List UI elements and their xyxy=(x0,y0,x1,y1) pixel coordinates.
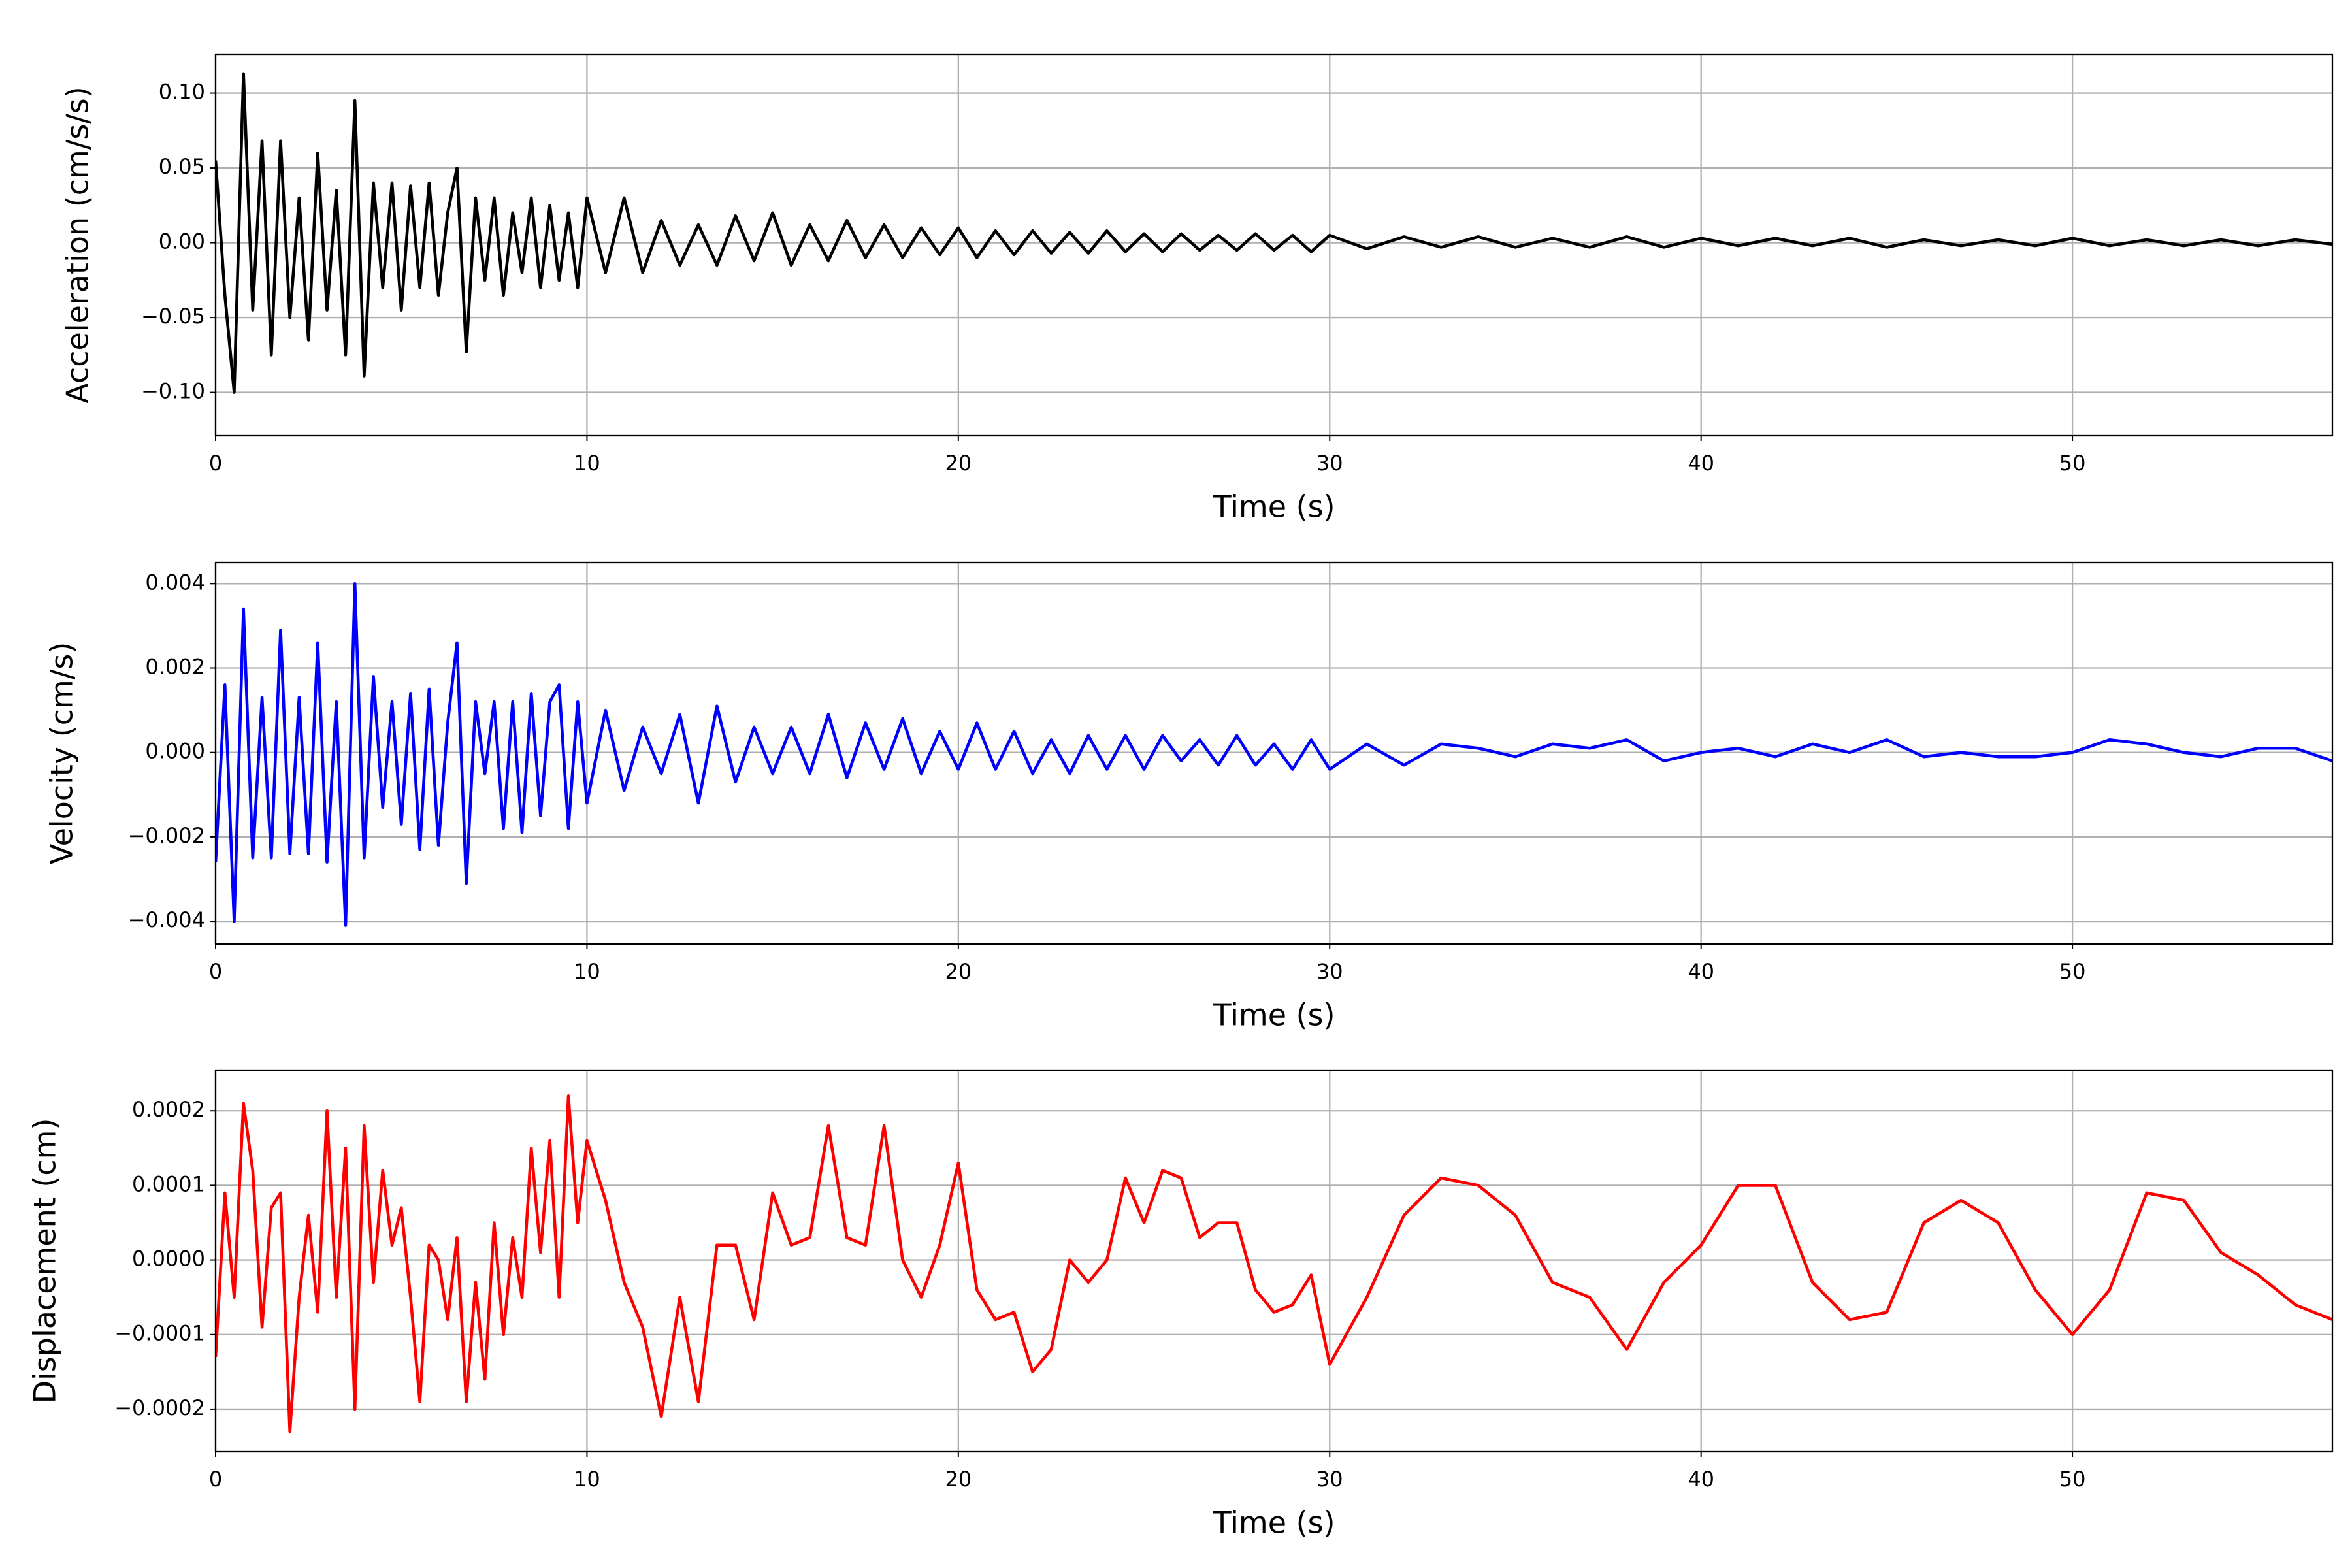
axes-frame xyxy=(216,563,2332,944)
y-tick-label: −0.05 xyxy=(141,304,205,329)
y-tick-label: 0.0001 xyxy=(132,1171,205,1196)
x-tick-label: 40 xyxy=(1688,959,1714,984)
data-line xyxy=(216,1096,2332,1431)
x-tick-label: 40 xyxy=(1688,451,1714,476)
x-tick-label: 30 xyxy=(1316,959,1343,984)
x-tick-label: 50 xyxy=(2059,451,2086,476)
y-tick-label: −0.002 xyxy=(128,823,205,848)
axis-label: Time (s) xyxy=(1212,998,1335,1033)
subplot: 0 10 20 30 40 50 −0.0002 −0.0001 0.0000 0.0001 0.0… xyxy=(27,1070,2333,1541)
x-tick-label: 20 xyxy=(945,1467,972,1492)
x-tick-label: 0 xyxy=(209,959,222,984)
x-tick-label: 10 xyxy=(574,1467,600,1492)
plot-area xyxy=(216,583,2332,925)
x-tick-label: 40 xyxy=(1688,1467,1714,1492)
subplot: 0 10 20 30 40 50 −0.10 −0.05 0.00 0.05 0.10 Time (s… xyxy=(60,54,2333,525)
y-tick-label: −0.0001 xyxy=(114,1321,205,1346)
axis-label: Time (s) xyxy=(1212,489,1335,525)
data-line xyxy=(216,583,2332,925)
x-tick-label: 50 xyxy=(2059,1467,2086,1492)
x-tick-label: 10 xyxy=(574,959,600,984)
x-tick-label: 20 xyxy=(945,959,972,984)
y-tick-label: 0.002 xyxy=(145,655,205,679)
y-tick-label: 0.05 xyxy=(159,154,205,179)
axes-frame xyxy=(216,54,2332,436)
y-tick-label: −0.004 xyxy=(128,907,205,932)
y-tick-label: 0.10 xyxy=(159,80,205,105)
x-tick-label: 10 xyxy=(574,451,600,476)
y-tick-label: 0.0002 xyxy=(132,1097,205,1122)
axis-label: Time (s) xyxy=(1212,1505,1335,1541)
x-tick-label: 50 xyxy=(2059,959,2086,984)
y-tick-label: −0.0002 xyxy=(114,1396,205,1420)
x-tick-label: 20 xyxy=(945,451,972,476)
subplot: 0 10 20 30 40 50 −0.004 −0.002 0.000 0.002 0.004 Ti… xyxy=(44,563,2333,1033)
axis-label: Acceleration (cm/s/s) xyxy=(60,86,95,403)
axis-label: Velocity (cm/s) xyxy=(44,642,80,865)
plot-area xyxy=(216,74,2332,393)
y-tick-label: 0.000 xyxy=(145,739,205,764)
data-line xyxy=(216,74,2332,393)
x-tick-label: 0 xyxy=(209,1467,222,1492)
axis-label: Displacement (cm) xyxy=(27,1119,63,1404)
plot-area xyxy=(216,1096,2332,1431)
axes-frame xyxy=(216,1070,2332,1452)
x-tick-label: 30 xyxy=(1316,1467,1343,1492)
y-tick-label: 0.004 xyxy=(145,570,205,595)
y-tick-label: 0.00 xyxy=(159,229,205,254)
x-tick-label: 30 xyxy=(1316,451,1343,476)
y-tick-label: 0.0000 xyxy=(132,1247,205,1271)
y-tick-label: −0.10 xyxy=(141,379,205,404)
x-tick-label: 0 xyxy=(209,451,222,476)
